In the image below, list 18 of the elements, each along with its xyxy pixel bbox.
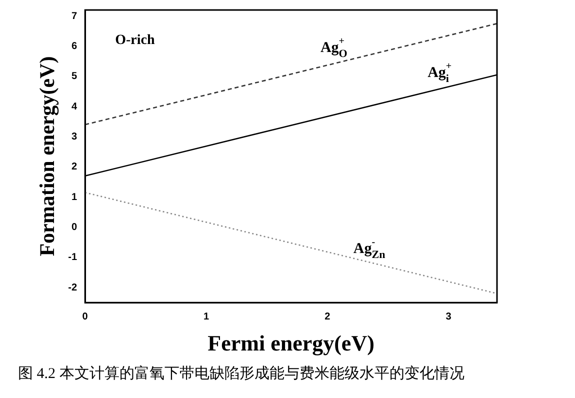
y-axis-title: Formation energy(eV) bbox=[35, 56, 60, 256]
y-tick-label: 0 bbox=[72, 222, 78, 233]
x-tick-label: 0 bbox=[82, 311, 88, 322]
y-tick-label: 5 bbox=[72, 71, 78, 82]
y-tick-label: 6 bbox=[72, 40, 78, 52]
annotation: O-rich bbox=[115, 33, 155, 48]
y-tick-label: 1 bbox=[72, 192, 78, 203]
y-tick-label: 2 bbox=[72, 162, 78, 173]
x-tick-label: 2 bbox=[324, 311, 331, 322]
x-tick-label: 1 bbox=[203, 311, 210, 322]
y-tick-label: -2 bbox=[68, 282, 78, 294]
x-axis-title: Fermi energy(eV) bbox=[208, 330, 374, 356]
caption: 图 4.2 本文计算的富氧下带电缺陷形成能与费米能级水平的变化情况 bbox=[17, 364, 466, 383]
y-tick-label: 7 bbox=[72, 10, 78, 22]
y-tick-label: -1 bbox=[68, 252, 78, 264]
y-tick-label: 4 bbox=[72, 101, 78, 112]
y-tick-label: 3 bbox=[72, 131, 78, 142]
x-tick-label: 3 bbox=[446, 311, 452, 322]
